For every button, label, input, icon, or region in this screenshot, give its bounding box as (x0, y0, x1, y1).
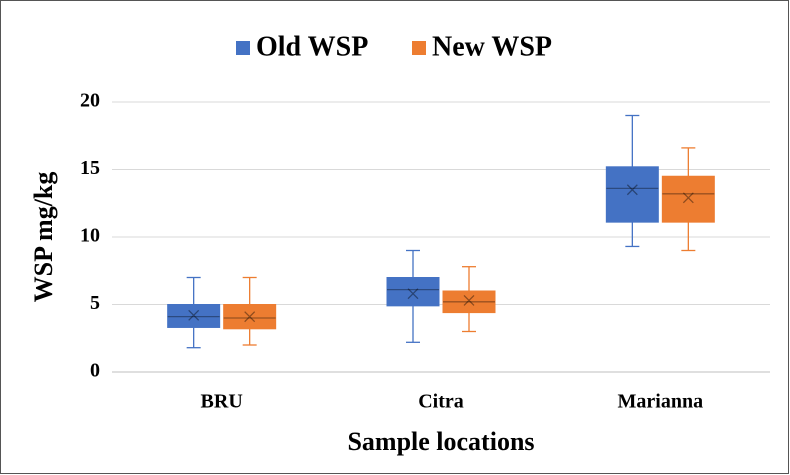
y-tick-label: 20 (80, 90, 100, 112)
legend-swatch (236, 41, 250, 55)
y-tick-label: 10 (80, 225, 100, 247)
y-tick-label: 0 (90, 360, 100, 382)
y-axis-label: WSP mg/kg (29, 172, 58, 303)
legend-label: Old WSP (256, 31, 368, 62)
x-tick-label: Marianna (618, 391, 704, 413)
box (223, 304, 277, 330)
box (386, 277, 440, 307)
y-tick-label: 5 (90, 292, 100, 314)
y-tick-label: 15 (80, 157, 100, 179)
mean-marker (682, 192, 694, 204)
legend-label: New WSP (432, 31, 552, 62)
legend-swatch (412, 41, 426, 55)
mean-marker (626, 184, 638, 196)
box (605, 166, 659, 223)
box (661, 175, 715, 223)
mean-marker (188, 309, 200, 321)
mean-marker (407, 288, 419, 300)
x-tick-label: BRU (201, 391, 243, 413)
mean-marker (463, 294, 475, 306)
x-axis-label: Sample locations (347, 427, 534, 456)
x-tick-label: Citra (418, 391, 464, 413)
mean-marker (244, 311, 256, 323)
box (442, 290, 496, 314)
box (167, 304, 221, 328)
